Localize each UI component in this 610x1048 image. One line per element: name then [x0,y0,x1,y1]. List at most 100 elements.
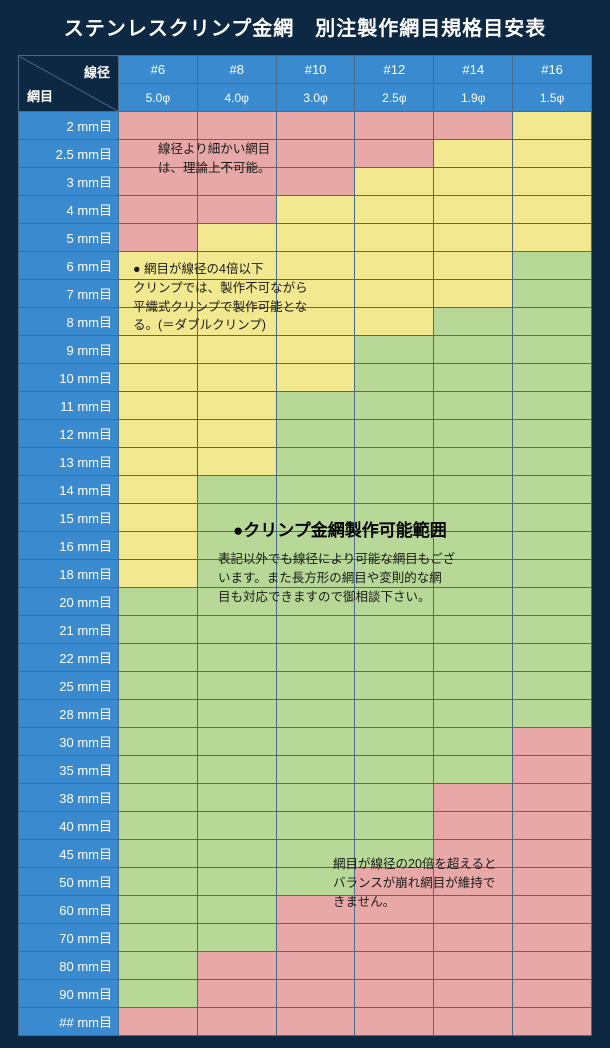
mesh-row-header: 8 mm目 [19,308,119,336]
zone-cell [513,812,592,840]
zone-cell [434,784,513,812]
page-title: ステンレスクリンプ金網 別注製作網目規格目安表 [18,12,592,41]
zone-cell [513,140,592,168]
zone-cell [276,168,355,196]
zone-cell [197,168,276,196]
mesh-row-header: 14 mm目 [19,476,119,504]
zone-cell [434,672,513,700]
zone-cell [119,168,198,196]
zone-cell [197,728,276,756]
corner-header: 線径 網目 [19,56,119,112]
zone-cell [434,616,513,644]
zone-cell [513,896,592,924]
zone-cell [434,336,513,364]
zone-cell [276,392,355,420]
corner-top-label: 線径 [84,62,110,81]
zone-cell [197,420,276,448]
zone-cell [355,700,434,728]
zone-cell [119,812,198,840]
zone-cell [119,504,198,532]
zone-cell [276,252,355,280]
zone-cell [434,280,513,308]
zone-cell [197,952,276,980]
zone-cell [513,728,592,756]
wire-diam-header: 1.5φ [513,84,592,112]
zone-cell [197,924,276,952]
zone-cell [355,448,434,476]
table-row: 5 mm目 [19,224,592,252]
zone-cell [197,896,276,924]
zone-cell [197,392,276,420]
zone-cell [119,532,198,560]
zone-cell [197,224,276,252]
zone-cell [434,392,513,420]
zone-cell [513,980,592,1008]
zone-cell [276,1008,355,1036]
zone-cell [513,756,592,784]
zone-cell [119,560,198,588]
table-row: 3 mm目 [19,168,592,196]
zone-cell [197,112,276,140]
zone-cell [119,1008,198,1036]
zone-cell [119,364,198,392]
zone-cell [197,336,276,364]
zone-cell [119,672,198,700]
zone-cell [197,560,276,588]
zone-cell [119,924,198,952]
zone-cell [355,896,434,924]
mesh-row-header: 15 mm目 [19,504,119,532]
zone-cell [119,112,198,140]
zone-cell [197,644,276,672]
zone-cell [197,840,276,868]
table-row: 2.5 mm目 [19,140,592,168]
zone-cell [513,700,592,728]
table-row: 90 mm目 [19,980,592,1008]
mesh-row-header: 10 mm目 [19,364,119,392]
zone-cell [355,308,434,336]
corner-bottom-label: 網目 [27,86,53,105]
zone-cell [434,140,513,168]
zone-cell [276,952,355,980]
wire-gauge-header: #14 [434,56,513,84]
zone-cell [276,728,355,756]
zone-cell [119,252,198,280]
zone-cell [434,224,513,252]
table-row: 14 mm目 [19,476,592,504]
table-row: 28 mm目 [19,700,592,728]
zone-cell [355,784,434,812]
table-row: 12 mm目 [19,420,592,448]
wire-gauge-header: #12 [355,56,434,84]
zone-cell [434,252,513,280]
zone-cell [197,476,276,504]
zone-cell [355,504,434,532]
zone-cell [513,1008,592,1036]
table-row: 15 mm目 [19,504,592,532]
table-row: 2 mm目 [19,112,592,140]
table-row: 7 mm目 [19,280,592,308]
zone-cell [434,560,513,588]
mesh-row-header: 30 mm目 [19,728,119,756]
zone-cell [197,784,276,812]
zone-cell [197,448,276,476]
zone-cell [119,952,198,980]
table-row: 6 mm目 [19,252,592,280]
zone-cell [197,280,276,308]
mesh-row-header: 16 mm目 [19,532,119,560]
zone-cell [434,308,513,336]
zone-cell [434,476,513,504]
zone-cell [355,560,434,588]
mesh-row-header: 21 mm目 [19,616,119,644]
table-row: 10 mm目 [19,364,592,392]
mesh-row-header: 18 mm目 [19,560,119,588]
table-row: 18 mm目 [19,560,592,588]
zone-cell [513,112,592,140]
wire-diam-header: 5.0φ [119,84,198,112]
zone-cell [513,252,592,280]
zone-cell [355,588,434,616]
zone-cell [276,112,355,140]
zone-cell [197,532,276,560]
table-row: 11 mm目 [19,392,592,420]
zone-cell [355,224,434,252]
zone-cell [355,336,434,364]
zone-cell [434,840,513,868]
